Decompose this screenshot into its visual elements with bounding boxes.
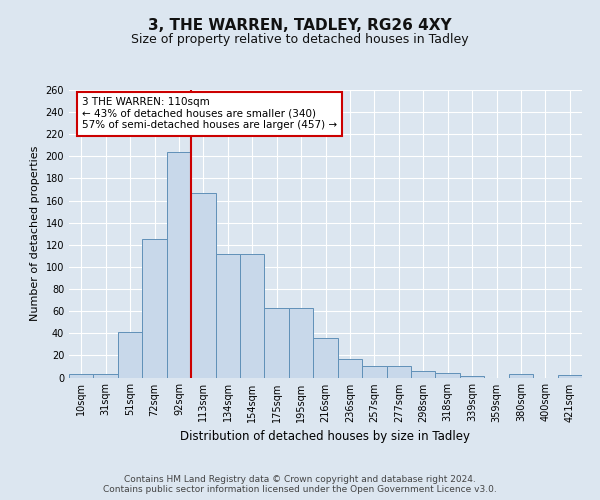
- Bar: [313, 338, 338, 378]
- Bar: [338, 358, 362, 378]
- Bar: [69, 374, 94, 378]
- Text: 3 THE WARREN: 110sqm
← 43% of detached houses are smaller (340)
57% of semi-deta: 3 THE WARREN: 110sqm ← 43% of detached h…: [82, 97, 337, 130]
- Bar: [191, 193, 215, 378]
- Bar: [509, 374, 533, 378]
- Bar: [386, 366, 411, 378]
- Bar: [215, 254, 240, 378]
- Bar: [167, 152, 191, 378]
- Bar: [436, 373, 460, 378]
- Bar: [362, 366, 386, 378]
- Bar: [118, 332, 142, 378]
- Bar: [411, 371, 436, 378]
- Text: Size of property relative to detached houses in Tadley: Size of property relative to detached ho…: [131, 32, 469, 46]
- Bar: [142, 240, 167, 378]
- Bar: [289, 308, 313, 378]
- Text: 3, THE WARREN, TADLEY, RG26 4XY: 3, THE WARREN, TADLEY, RG26 4XY: [148, 18, 452, 32]
- Y-axis label: Number of detached properties: Number of detached properties: [30, 146, 40, 322]
- Bar: [557, 376, 582, 378]
- Bar: [94, 374, 118, 378]
- Bar: [240, 254, 265, 378]
- X-axis label: Distribution of detached houses by size in Tadley: Distribution of detached houses by size …: [181, 430, 470, 443]
- Text: Contains HM Land Registry data © Crown copyright and database right 2024.
Contai: Contains HM Land Registry data © Crown c…: [103, 474, 497, 494]
- Bar: [265, 308, 289, 378]
- Bar: [460, 376, 484, 378]
